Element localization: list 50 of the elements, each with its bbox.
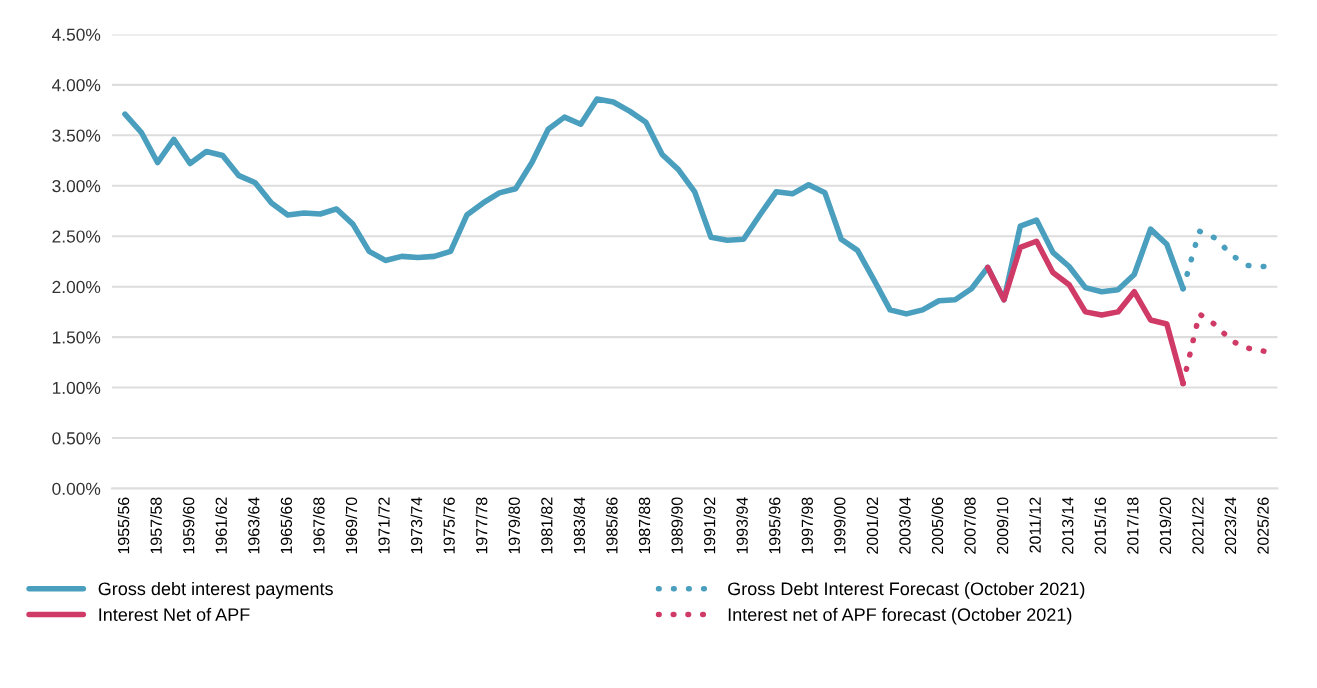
- x-tick-label: 1977/78: [475, 497, 488, 554]
- y-tick-label: 0.00%: [52, 482, 101, 495]
- x-tick-label: 1961/62: [215, 497, 227, 554]
- x-tick-label: 1981/82: [540, 497, 553, 554]
- y-tick-label: 4.00%: [52, 79, 101, 92]
- x-tick-label: 1975/76: [443, 497, 455, 554]
- x-tick-label: 2007/08: [964, 497, 976, 554]
- x-tick-label: 1985/86: [605, 497, 618, 554]
- x-tick-label: 1963/64: [247, 497, 260, 554]
- x-tick-label: 2017/18: [1126, 497, 1139, 554]
- x-tick-label: 1983/84: [573, 497, 586, 554]
- x-tick-label: 2005/06: [931, 497, 944, 554]
- x-tick-label: 1993/94: [736, 497, 748, 554]
- x-tick-label: 1969/70: [345, 497, 358, 554]
- legend-label: Interest Net of APF: [99, 607, 250, 622]
- x-tick-label: 2021/22: [1191, 497, 1204, 554]
- x-tick-label: 1955/56: [117, 497, 130, 554]
- legend-label: Interest net of APF forecast (October 2021): [728, 607, 1072, 625]
- x-tick-label: 1965/66: [280, 497, 293, 554]
- y-tick-label: 0.50%: [52, 432, 101, 445]
- x-tick-label: 1967/68: [312, 497, 325, 554]
- y-tick-label: 3.00%: [52, 179, 101, 193]
- x-tick-label: 2025/26: [1257, 497, 1269, 554]
- x-tick-label: 1959/60: [182, 497, 195, 554]
- legend-label: Gross Debt Interest Forecast (October 2021): [728, 581, 1085, 599]
- y-tick-label: 2.00%: [52, 280, 101, 294]
- x-tick-label: 1999/00: [833, 497, 846, 554]
- x-tick-label: 1971/72: [377, 497, 390, 554]
- x-tick-label: 2019/20: [1159, 497, 1172, 554]
- y-tick-label: 4.50%: [52, 28, 101, 41]
- x-tick-label: 2013/14: [1061, 497, 1074, 554]
- x-tick-label: 2009/10: [996, 497, 1009, 554]
- x-tick-label: 2003/04: [898, 497, 911, 554]
- y-tick-label: 2.50%: [52, 230, 101, 243]
- x-tick-label: 1987/88: [638, 497, 651, 554]
- x-tick-label: 1979/80: [508, 497, 520, 554]
- x-tick-label: 1957/58: [150, 497, 162, 554]
- x-tick-label: 2001/02: [866, 497, 879, 554]
- x-tick-label: 1991/92: [703, 497, 716, 554]
- y-tick-label: 3.50%: [52, 129, 101, 142]
- legend-label: Gross debt interest payments: [98, 581, 333, 599]
- x-tick-label: 1973/74: [410, 497, 423, 554]
- y-tick-label: 1.00%: [52, 381, 101, 395]
- x-tick-label: 2023/24: [1224, 497, 1237, 554]
- x-tick-label: 2011/12: [1029, 497, 1041, 553]
- x-tick-label: 1995/96: [768, 497, 781, 554]
- x-tick-label: 1989/90: [670, 497, 683, 554]
- x-tick-label: 2015/16: [1094, 497, 1106, 554]
- x-tick-label: 1997/98: [801, 497, 813, 554]
- y-tick-label: 1.50%: [52, 331, 101, 344]
